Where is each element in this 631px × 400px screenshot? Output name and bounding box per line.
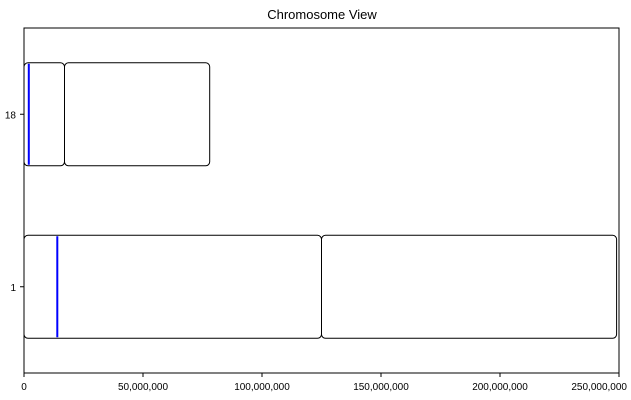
x-tick-label-2: 100,000,000	[234, 382, 290, 393]
x-axis: 0 50,000,000 100,000,000 150,000,000 200,000…	[21, 373, 627, 393]
y-tick-label-18: 18	[5, 110, 17, 121]
y-axis: 18 1	[5, 110, 24, 294]
chromosome-18-arm-2	[64, 62, 211, 167]
x-tick-label-1: 50,000,000	[118, 382, 168, 393]
x-tick-label-5: 250,000,000	[571, 382, 627, 393]
x-tick-label-3: 150,000,000	[353, 382, 409, 393]
chromosome-1-arm-2	[321, 234, 618, 339]
x-tick-label-4: 200,000,000	[472, 382, 528, 393]
y-tick-label-1: 1	[10, 283, 16, 294]
chart-title: Chromosome View	[267, 7, 377, 22]
x-tick-label-0: 0	[21, 382, 27, 393]
